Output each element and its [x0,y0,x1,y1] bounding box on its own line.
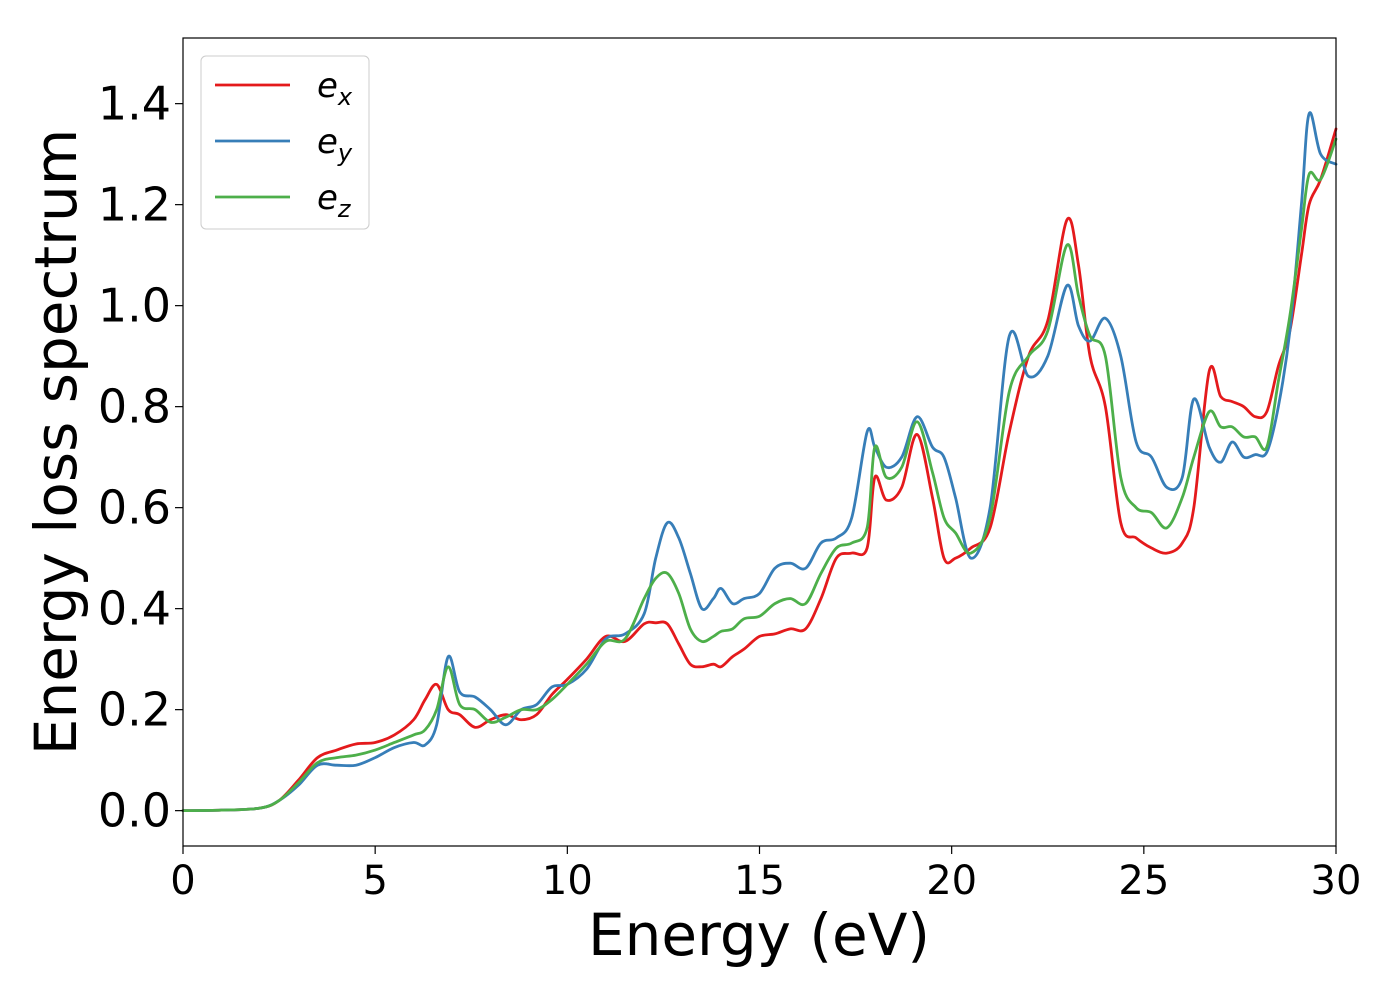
legend-box [200,55,370,230]
x-axis-title: Energy (eV) [588,901,930,969]
series-line-e-x [181,127,1338,813]
y-tick-label: 0.0 [98,784,171,838]
series-line-e-y [181,111,1338,813]
y-axis-title: Energy loss spectrum [22,129,90,755]
series-layer [181,111,1338,813]
x-axis: 0 5 10 15 20 25 30 [170,846,1361,904]
x-tick-label: 0 [170,858,195,904]
x-tick-label: 5 [362,858,387,904]
x-tick-label: 20 [926,858,977,904]
plot-area [183,38,1336,846]
y-tick-label: 1.4 [98,77,171,131]
x-tick-label: 10 [542,858,593,904]
x-tick-label: 30 [1311,858,1362,904]
y-tick-label: 0.8 [98,380,171,434]
y-tick-label: 1.0 [98,279,171,333]
x-tick-label: 25 [1118,858,1169,904]
y-tick-label: 0.4 [98,582,171,636]
y-axis: 0.0 0.2 0.4 0.6 0.8 1.0 1.2 1.4 [98,77,183,838]
x-tick-label: 15 [734,858,785,904]
y-tick-label: 0.6 [98,481,171,535]
y-tick-label: 0.2 [98,683,171,737]
y-tick-label: 1.2 [98,178,171,232]
legend-label-e-z: ez [317,178,352,223]
series-line-e-z [181,137,1338,813]
